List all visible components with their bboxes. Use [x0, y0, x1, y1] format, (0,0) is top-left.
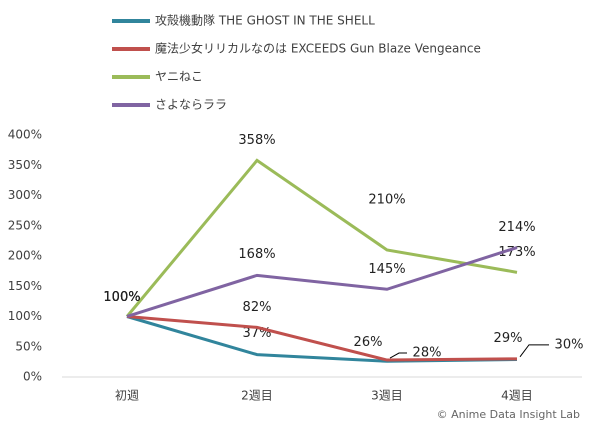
legend-label: 攻殻機動隊 THE GHOST IN THE SHELL [155, 13, 375, 28]
data-label: 82% [243, 300, 272, 315]
data-label: 214% [498, 220, 535, 235]
data-label: 26% [354, 335, 383, 350]
legend-label: 魔法少女リリカルなのは EXCEEDS Gun Blaze Vengeance [155, 41, 481, 56]
x-tick-label: 2週目 [241, 389, 273, 403]
data-label: 210% [368, 192, 405, 207]
y-tick-label: 150% [8, 279, 42, 293]
line [125, 158, 518, 318]
line [126, 246, 518, 318]
y-tick-label: 350% [8, 158, 42, 172]
x-tick-label: 初週 [115, 389, 139, 403]
credit: © Anime Data Insight Lab [437, 408, 580, 421]
y-tick-label: 0% [23, 370, 42, 384]
leader-line [519, 344, 549, 358]
y-tick-label: 300% [8, 188, 42, 202]
legend-label: ヤニねこ [155, 70, 203, 84]
data-label: 29% [494, 331, 523, 346]
data-label: 28% [413, 346, 442, 361]
data-label: 358% [238, 133, 275, 148]
data-label: 30% [555, 337, 584, 352]
line [126, 315, 518, 362]
leader-line [389, 352, 407, 359]
y-tick-label: 50% [15, 339, 42, 353]
y-tick-label: 200% [8, 249, 42, 263]
y-tick-label: 100% [8, 309, 42, 323]
data-label: 100% [103, 290, 140, 305]
data-label: 168% [238, 247, 275, 262]
y-tick-label: 250% [8, 218, 42, 232]
data-label: 100% [103, 290, 140, 305]
x-tick-label: 3週目 [371, 389, 403, 403]
x-tick-label: 4週目 [501, 389, 533, 403]
legend-label: さよならララ [155, 98, 227, 112]
line [126, 315, 518, 363]
data-label: 100% [103, 290, 140, 305]
data-label: 173% [498, 245, 535, 260]
data-label: 145% [368, 262, 405, 277]
y-tick-label: 400% [8, 128, 42, 142]
data-label: 100% [103, 290, 140, 305]
